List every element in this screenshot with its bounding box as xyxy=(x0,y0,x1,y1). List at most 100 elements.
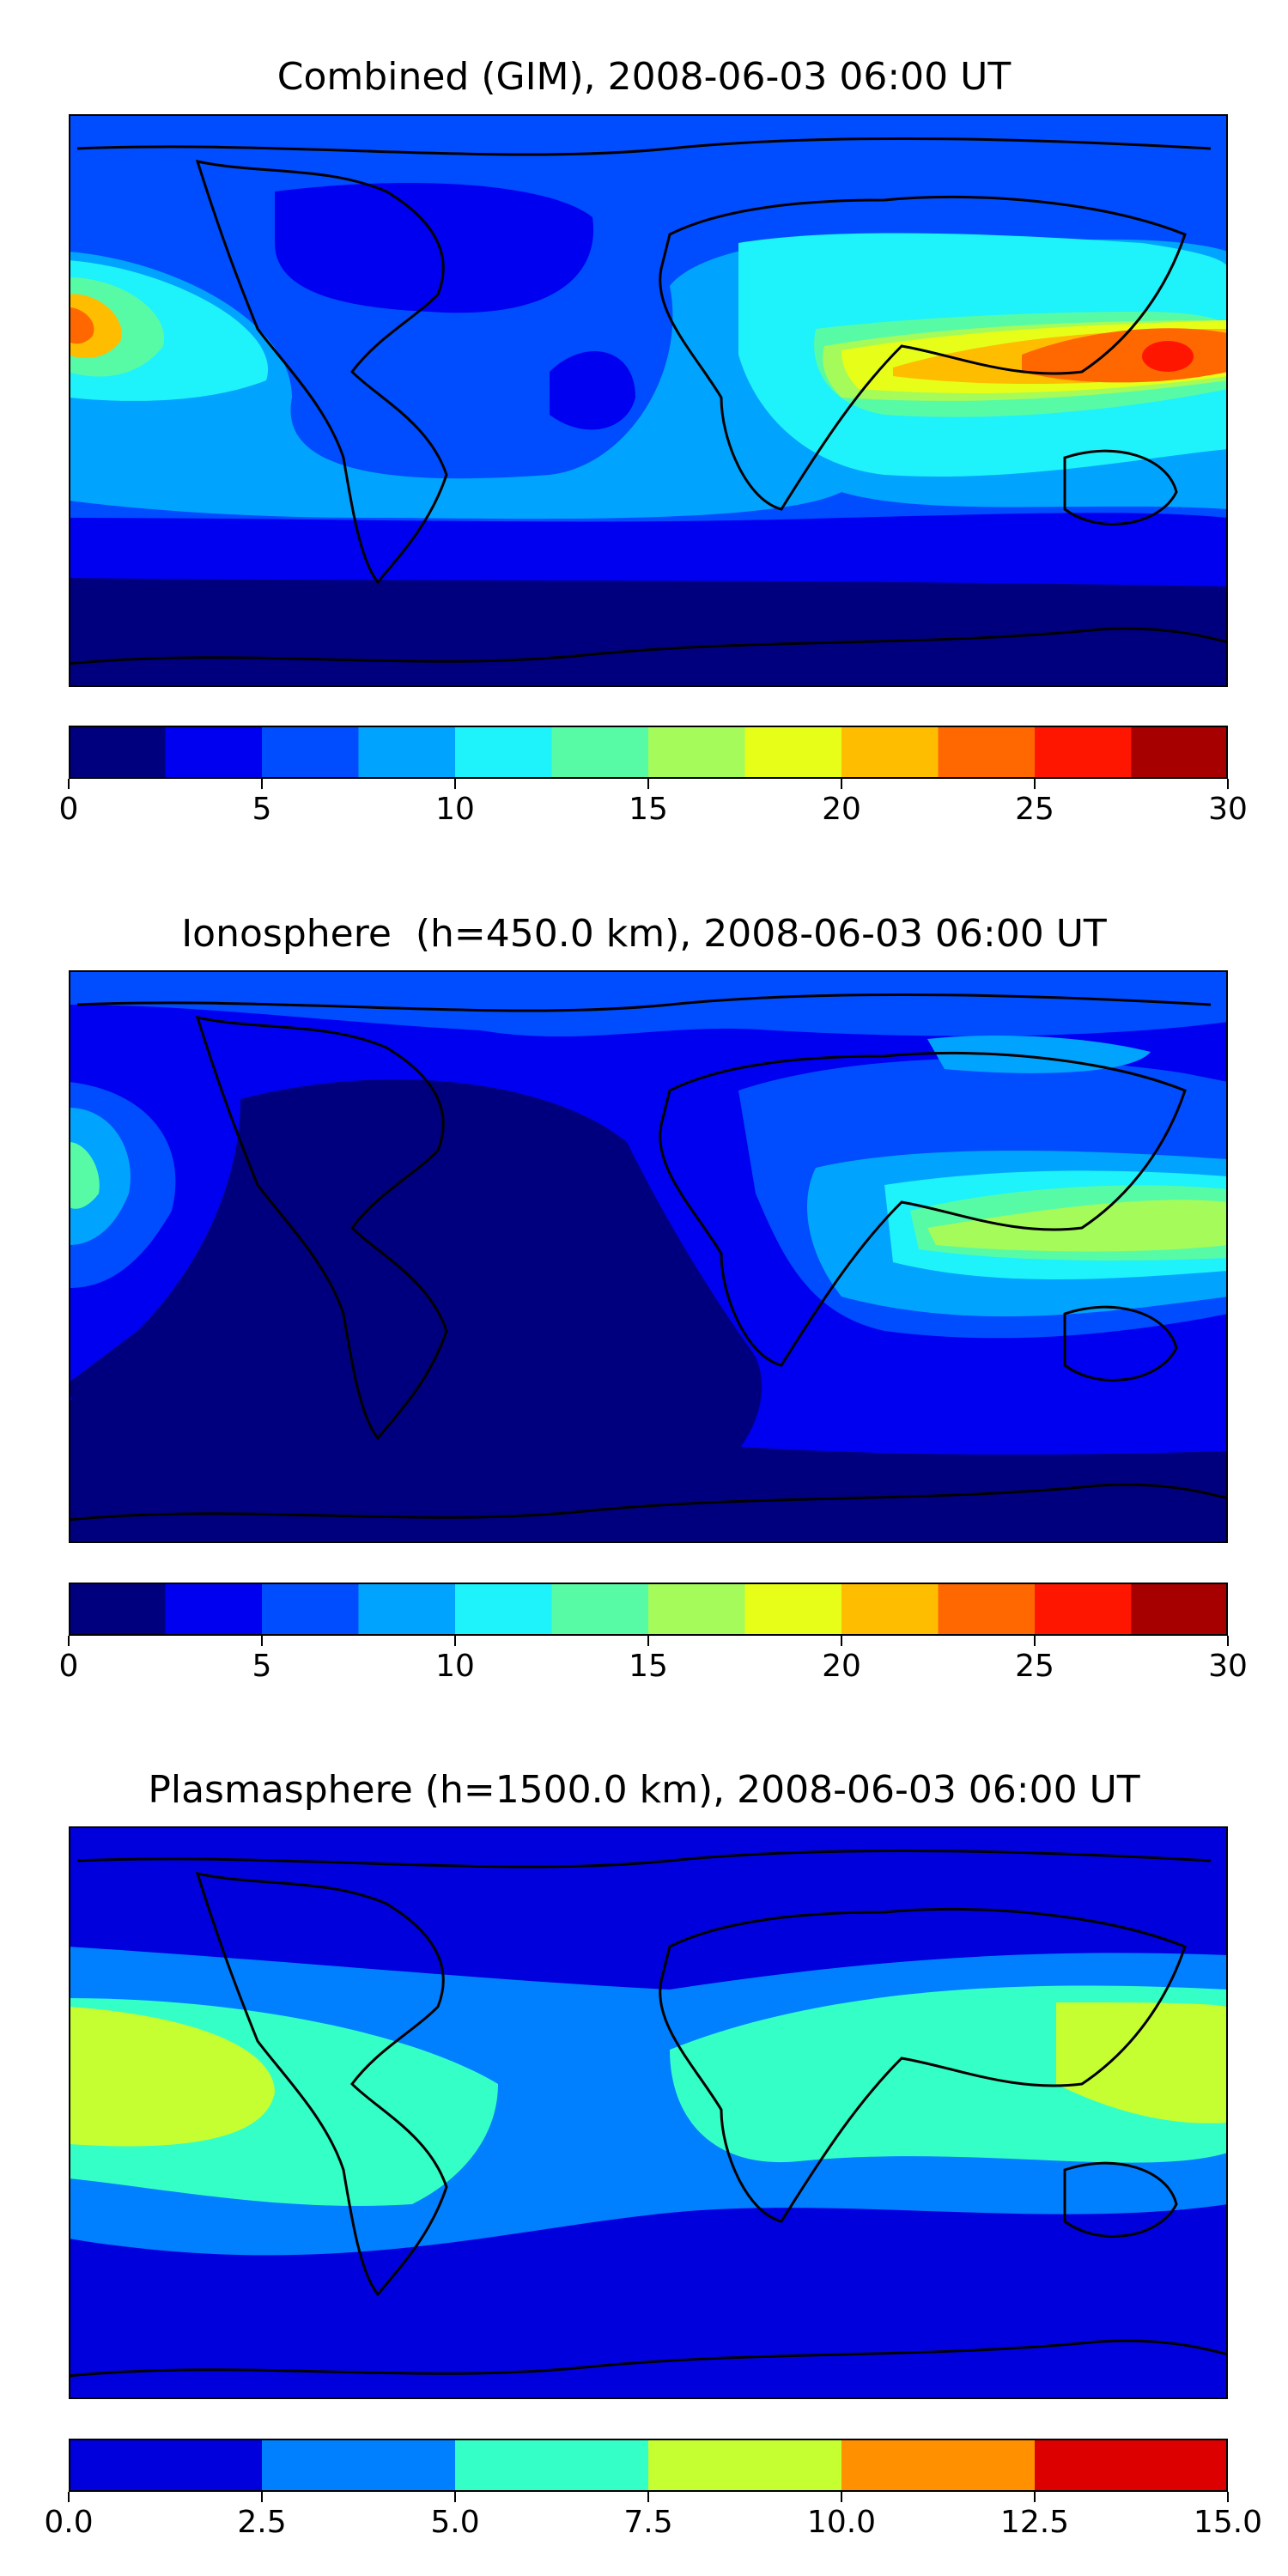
colorbar-frame xyxy=(69,1583,1228,1636)
colorbar-tick-mark xyxy=(68,779,70,789)
colorbar-tick-mark xyxy=(68,1636,70,1646)
colorbar-tick-label: 0.0 xyxy=(44,2505,94,2540)
coastline-americas xyxy=(195,159,448,585)
colorbar-tick-label: 15.0 xyxy=(1193,2505,1263,2540)
coastline-americas xyxy=(195,1871,448,2297)
colorbar-segment xyxy=(938,726,1036,779)
coastline-antarctica xyxy=(69,627,1228,665)
colorbar-tick-mark xyxy=(1227,1636,1229,1646)
contour-map xyxy=(69,1826,1228,2399)
colorbar-ticks: 0.0 2.5 5.0 7.5 10.0 12.5 15.0 xyxy=(44,2492,1262,2543)
colorbar-tick-mark xyxy=(1034,1636,1036,1646)
coastline-arctic xyxy=(76,1849,1212,1868)
colorbar-tick-mark xyxy=(647,779,649,789)
map-frame xyxy=(69,970,1228,1543)
colorbar-tick-label: 7.5 xyxy=(623,2505,673,2540)
colorbar-tick-mark xyxy=(647,2492,649,2502)
colorbar-segment xyxy=(744,1583,842,1636)
colorbar-segment xyxy=(262,2439,456,2492)
colorbar-segment xyxy=(455,2439,649,2492)
contour-map xyxy=(69,970,1228,1543)
panel-title: Ionosphere (h=450.0 km), 2008-06-03 06:0… xyxy=(181,912,1107,956)
colorbar-segment xyxy=(1035,1583,1132,1636)
colorbar-tick-mark xyxy=(454,779,456,789)
colorbar-tick-label: 10.0 xyxy=(806,2505,877,2540)
colorbar-segment xyxy=(841,1583,939,1636)
coastline-arctic xyxy=(76,137,1212,156)
colorbar-tick-mark xyxy=(841,2492,842,2502)
coastline-americas xyxy=(195,1015,448,1441)
contour-fill-level-6 xyxy=(927,1200,1228,1252)
colorbar-segment xyxy=(262,1583,359,1636)
colorbar-segment xyxy=(358,1583,456,1636)
contour-fill-level-9 xyxy=(69,307,94,344)
colorbar-segment xyxy=(455,1583,552,1636)
contour-fill-level-1 xyxy=(275,183,594,313)
contour-fill-level-3 xyxy=(927,1035,1151,1073)
colorbar-tick-label: 10 xyxy=(435,792,475,827)
colorbar-segment xyxy=(69,1583,166,1636)
coastline-australia xyxy=(1063,449,1178,526)
colorbar xyxy=(69,726,1228,779)
colorbar-segment xyxy=(938,1583,1036,1636)
colorbar-tick-mark xyxy=(1227,2492,1229,2502)
colorbar-tick-label: 20 xyxy=(822,1649,861,1684)
coastline-eurasia-africa xyxy=(659,1051,1187,1367)
colorbar-tick-mark xyxy=(1034,2492,1036,2502)
colorbar-plasmasphere xyxy=(69,2439,1228,2492)
colorbar-segment xyxy=(358,726,456,779)
colorbar-segment xyxy=(841,2439,1036,2492)
colorbar-tick-mark xyxy=(1034,779,1036,789)
colorbar-tick-label: 5 xyxy=(252,792,272,827)
contour-fill-level-5 xyxy=(69,1142,100,1209)
colorbar-tick-mark xyxy=(68,2492,70,2502)
colorbar-tick-label: 0 xyxy=(58,1649,79,1684)
colorbar xyxy=(69,2439,1228,2492)
colorbar-tick-label: 15 xyxy=(629,792,668,827)
colorbar-tick-label: 30 xyxy=(1208,792,1248,827)
colorbar-tick-mark xyxy=(261,779,263,789)
colorbar-tick-mark xyxy=(261,2492,263,2502)
contour-fill-level-10 xyxy=(1142,341,1194,372)
map-frame xyxy=(69,114,1228,687)
colorbar-segment xyxy=(551,726,649,779)
colorbar-segment xyxy=(841,726,939,779)
coastline-antarctica xyxy=(69,2339,1228,2378)
colorbar-segment xyxy=(1131,726,1228,779)
contour-fill-level-0 xyxy=(69,1400,1228,1543)
colorbar-tick-label: 5 xyxy=(252,1649,272,1684)
contour-fill-level-3 xyxy=(69,1108,131,1245)
contour-fill-level-3 xyxy=(1056,2002,1228,2123)
colorbar-tick-mark xyxy=(1227,779,1229,789)
colorbar-segment xyxy=(648,1583,745,1636)
colorbar-tick-label: 30 xyxy=(1208,1649,1248,1684)
colorbar-segment xyxy=(744,726,842,779)
colorbar-tick-mark xyxy=(841,1636,842,1646)
panel-title: Combined (GIM), 2008-06-03 06:00 UT xyxy=(276,55,1012,99)
colorbar-combined xyxy=(69,726,1228,779)
colorbar-segment xyxy=(69,2439,263,2492)
contour-fill-level-0 xyxy=(69,1079,762,1503)
colorbar-frame xyxy=(69,2439,1228,2492)
map-ionosphere xyxy=(69,970,1228,1543)
colorbar-ticks: 0 5 10 15 20 25 30 xyxy=(59,779,1248,830)
map-plasmasphere xyxy=(69,1826,1228,2399)
panel-title: Plasmasphere (h=1500.0 km), 2008-06-03 0… xyxy=(148,1768,1140,1812)
colorbar-tick-mark xyxy=(454,1636,456,1646)
colorbar-ticks: 0 5 10 15 20 25 30 xyxy=(59,1636,1248,1687)
coastline-arctic xyxy=(76,993,1212,1012)
coastline-australia xyxy=(1063,2161,1178,2238)
colorbar-segment xyxy=(1131,1583,1228,1636)
colorbar-tick-mark xyxy=(454,2492,456,2502)
colorbar-segment xyxy=(648,2439,842,2492)
colorbar-tick-label: 15 xyxy=(629,1649,668,1684)
contour-fill-level-2 xyxy=(69,970,1228,1037)
colorbar-segment xyxy=(165,1583,263,1636)
colorbar-tick-label: 25 xyxy=(1015,792,1054,827)
colorbar-tick-mark xyxy=(261,1636,263,1646)
colorbar-tick-label: 12.5 xyxy=(999,2505,1070,2540)
colorbar-segment xyxy=(1035,726,1132,779)
colorbar-segment xyxy=(262,726,359,779)
colorbar-tick-mark xyxy=(841,779,842,789)
colorbar xyxy=(69,1583,1228,1636)
